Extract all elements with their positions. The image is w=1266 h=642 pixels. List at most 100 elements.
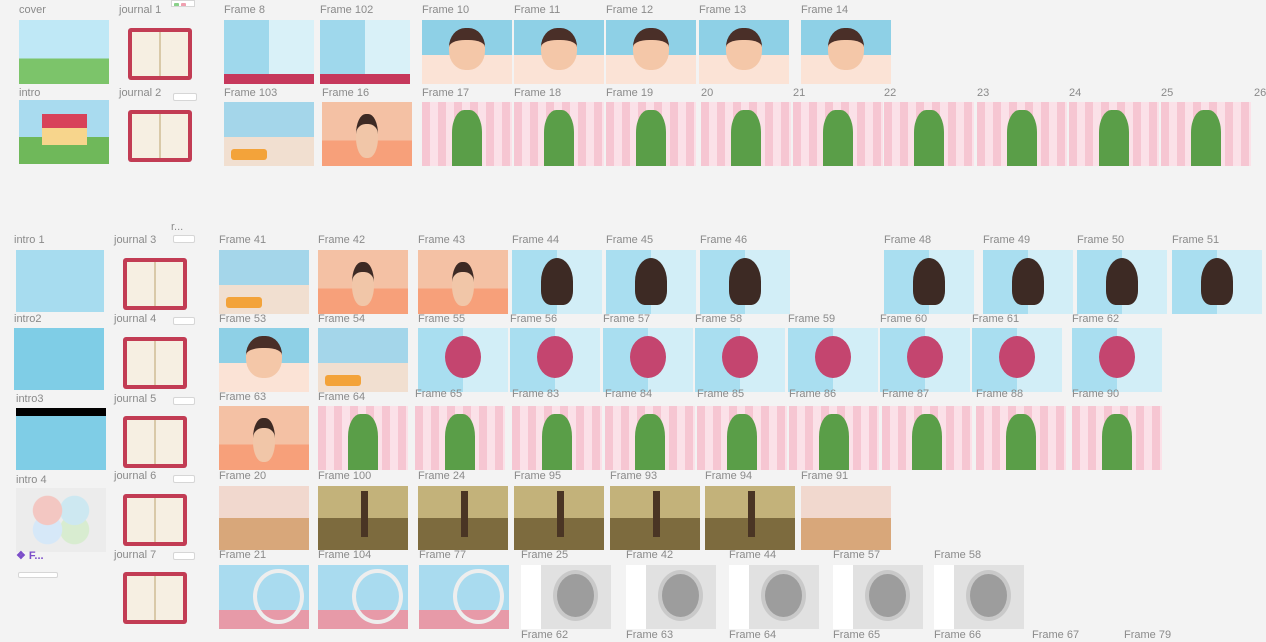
frame-thumbnail[interactable] <box>422 102 512 166</box>
frame-thumbnail[interactable] <box>1072 328 1162 392</box>
frame-label: Frame 63 <box>626 629 674 641</box>
frame-thumbnail[interactable] <box>1077 250 1167 314</box>
frame-thumbnail[interactable] <box>123 416 187 468</box>
frame-label: Frame 103 <box>224 87 278 99</box>
frame-thumbnail[interactable] <box>318 486 408 550</box>
frame-thumbnail[interactable] <box>788 328 878 392</box>
frame-thumbnail[interactable] <box>16 488 106 552</box>
frame-thumbnail[interactable] <box>1072 406 1162 470</box>
frame-thumbnail[interactable] <box>173 93 197 101</box>
frame-thumbnail[interactable] <box>606 20 696 84</box>
frame-thumbnail[interactable] <box>123 258 187 310</box>
frame-thumbnail[interactable] <box>318 406 408 470</box>
frame-thumbnail[interactable] <box>318 250 408 314</box>
frame-thumbnail[interactable] <box>128 28 192 80</box>
frame-thumbnail[interactable] <box>415 406 505 470</box>
frame-thumbnail[interactable] <box>884 102 974 166</box>
frame-thumbnail[interactable] <box>512 250 602 314</box>
frame-thumbnail[interactable] <box>19 20 109 84</box>
frame-thumbnail[interactable] <box>983 250 1073 314</box>
frame-thumbnail[interactable] <box>219 328 309 392</box>
frame-thumbnail[interactable] <box>793 102 883 166</box>
frame-thumbnail[interactable] <box>729 565 819 629</box>
frame-thumbnail[interactable] <box>606 102 696 166</box>
frame-thumbnail[interactable] <box>320 20 410 84</box>
frame-thumbnail[interactable] <box>171 0 195 7</box>
frame-label: journal 1 <box>119 4 162 16</box>
frame-thumbnail[interactable] <box>418 250 508 314</box>
frame-thumbnail[interactable] <box>705 486 795 550</box>
frame-thumbnail[interactable] <box>882 406 972 470</box>
frame-label: Frame 67 <box>1032 629 1080 641</box>
frame-thumbnail[interactable] <box>322 102 412 166</box>
frame-label: Frame 58 <box>934 549 982 561</box>
frame-thumbnail[interactable] <box>699 20 789 84</box>
frame-thumbnail[interactable] <box>419 565 509 629</box>
frame-label: Frame 10 <box>422 4 470 16</box>
frame-thumbnail[interactable] <box>521 565 611 629</box>
frame-thumbnail[interactable] <box>514 486 604 550</box>
frame-thumbnail[interactable] <box>934 565 1024 629</box>
frame-thumbnail[interactable] <box>701 102 791 166</box>
frame-label: 23 <box>977 87 990 99</box>
frame-thumbnail[interactable] <box>606 250 696 314</box>
frame-thumbnail[interactable] <box>16 408 106 470</box>
frame-thumbnail[interactable] <box>695 328 785 392</box>
frame-thumbnail[interactable] <box>697 406 787 470</box>
frame-thumbnail[interactable] <box>173 235 195 243</box>
frame-thumbnail[interactable] <box>510 328 600 392</box>
frame-thumbnail[interactable] <box>1172 250 1262 314</box>
frame-thumbnail[interactable] <box>605 406 695 470</box>
frame-thumbnail[interactable] <box>14 328 104 390</box>
frame-label: journal 6 <box>114 470 157 482</box>
frame-thumbnail[interactable] <box>128 110 192 162</box>
frame-label: 24 <box>1069 87 1082 99</box>
frame-thumbnail[interactable] <box>514 102 604 166</box>
frame-label: Frame 57 <box>603 313 651 325</box>
frame-thumbnail[interactable] <box>1069 102 1159 166</box>
frame-thumbnail[interactable] <box>603 328 693 392</box>
frame-thumbnail[interactable] <box>1161 102 1251 166</box>
frame-thumbnail[interactable] <box>422 20 512 84</box>
frame-thumbnail[interactable] <box>514 20 604 84</box>
frame-thumbnail[interactable] <box>19 100 109 164</box>
frame-thumbnail[interactable] <box>884 250 974 314</box>
frame-thumbnail[interactable] <box>418 486 508 550</box>
frame-thumbnail[interactable] <box>801 20 891 84</box>
frame-thumbnail[interactable] <box>219 406 309 470</box>
frame-thumbnail[interactable] <box>18 572 58 578</box>
frame-thumbnail[interactable] <box>16 250 104 312</box>
frame-thumbnail[interactable] <box>700 250 790 314</box>
frame-label: Frame 88 <box>976 388 1024 400</box>
frame-thumbnail[interactable] <box>123 494 187 546</box>
frame-thumbnail[interactable] <box>880 328 970 392</box>
frame-thumbnail[interactable] <box>224 102 314 166</box>
frame-thumbnail[interactable] <box>418 328 508 392</box>
frame-thumbnail[interactable] <box>972 328 1062 392</box>
frame-thumbnail[interactable] <box>801 486 891 550</box>
frame-label: Frame 54 <box>318 313 366 325</box>
frame-thumbnail[interactable] <box>626 565 716 629</box>
frame-thumbnail[interactable] <box>173 317 195 325</box>
frame-label: Frame 14 <box>801 4 849 16</box>
frame-thumbnail[interactable] <box>318 565 408 629</box>
frame-thumbnail[interactable] <box>219 250 309 314</box>
frame-thumbnail[interactable] <box>123 337 187 389</box>
frame-thumbnail[interactable] <box>789 406 879 470</box>
frame-thumbnail[interactable] <box>173 475 195 483</box>
frame-thumbnail[interactable] <box>123 572 187 624</box>
frame-thumbnail[interactable] <box>833 565 923 629</box>
frame-thumbnail[interactable] <box>610 486 700 550</box>
frame-thumbnail[interactable] <box>976 406 1066 470</box>
frame-thumbnail[interactable] <box>512 406 602 470</box>
frame-thumbnail[interactable] <box>977 102 1067 166</box>
frame-label: Frame 66 <box>934 629 982 641</box>
frame-thumbnail[interactable] <box>173 552 195 560</box>
frame-thumbnail[interactable] <box>173 397 195 405</box>
frame-thumbnail[interactable] <box>219 565 309 629</box>
frame-thumbnail[interactable] <box>219 486 309 550</box>
frame-thumbnail[interactable] <box>318 328 408 392</box>
frame-thumbnail[interactable] <box>224 20 314 84</box>
frame-label: journal 7 <box>114 549 157 561</box>
frame-label: Frame 55 <box>418 313 466 325</box>
